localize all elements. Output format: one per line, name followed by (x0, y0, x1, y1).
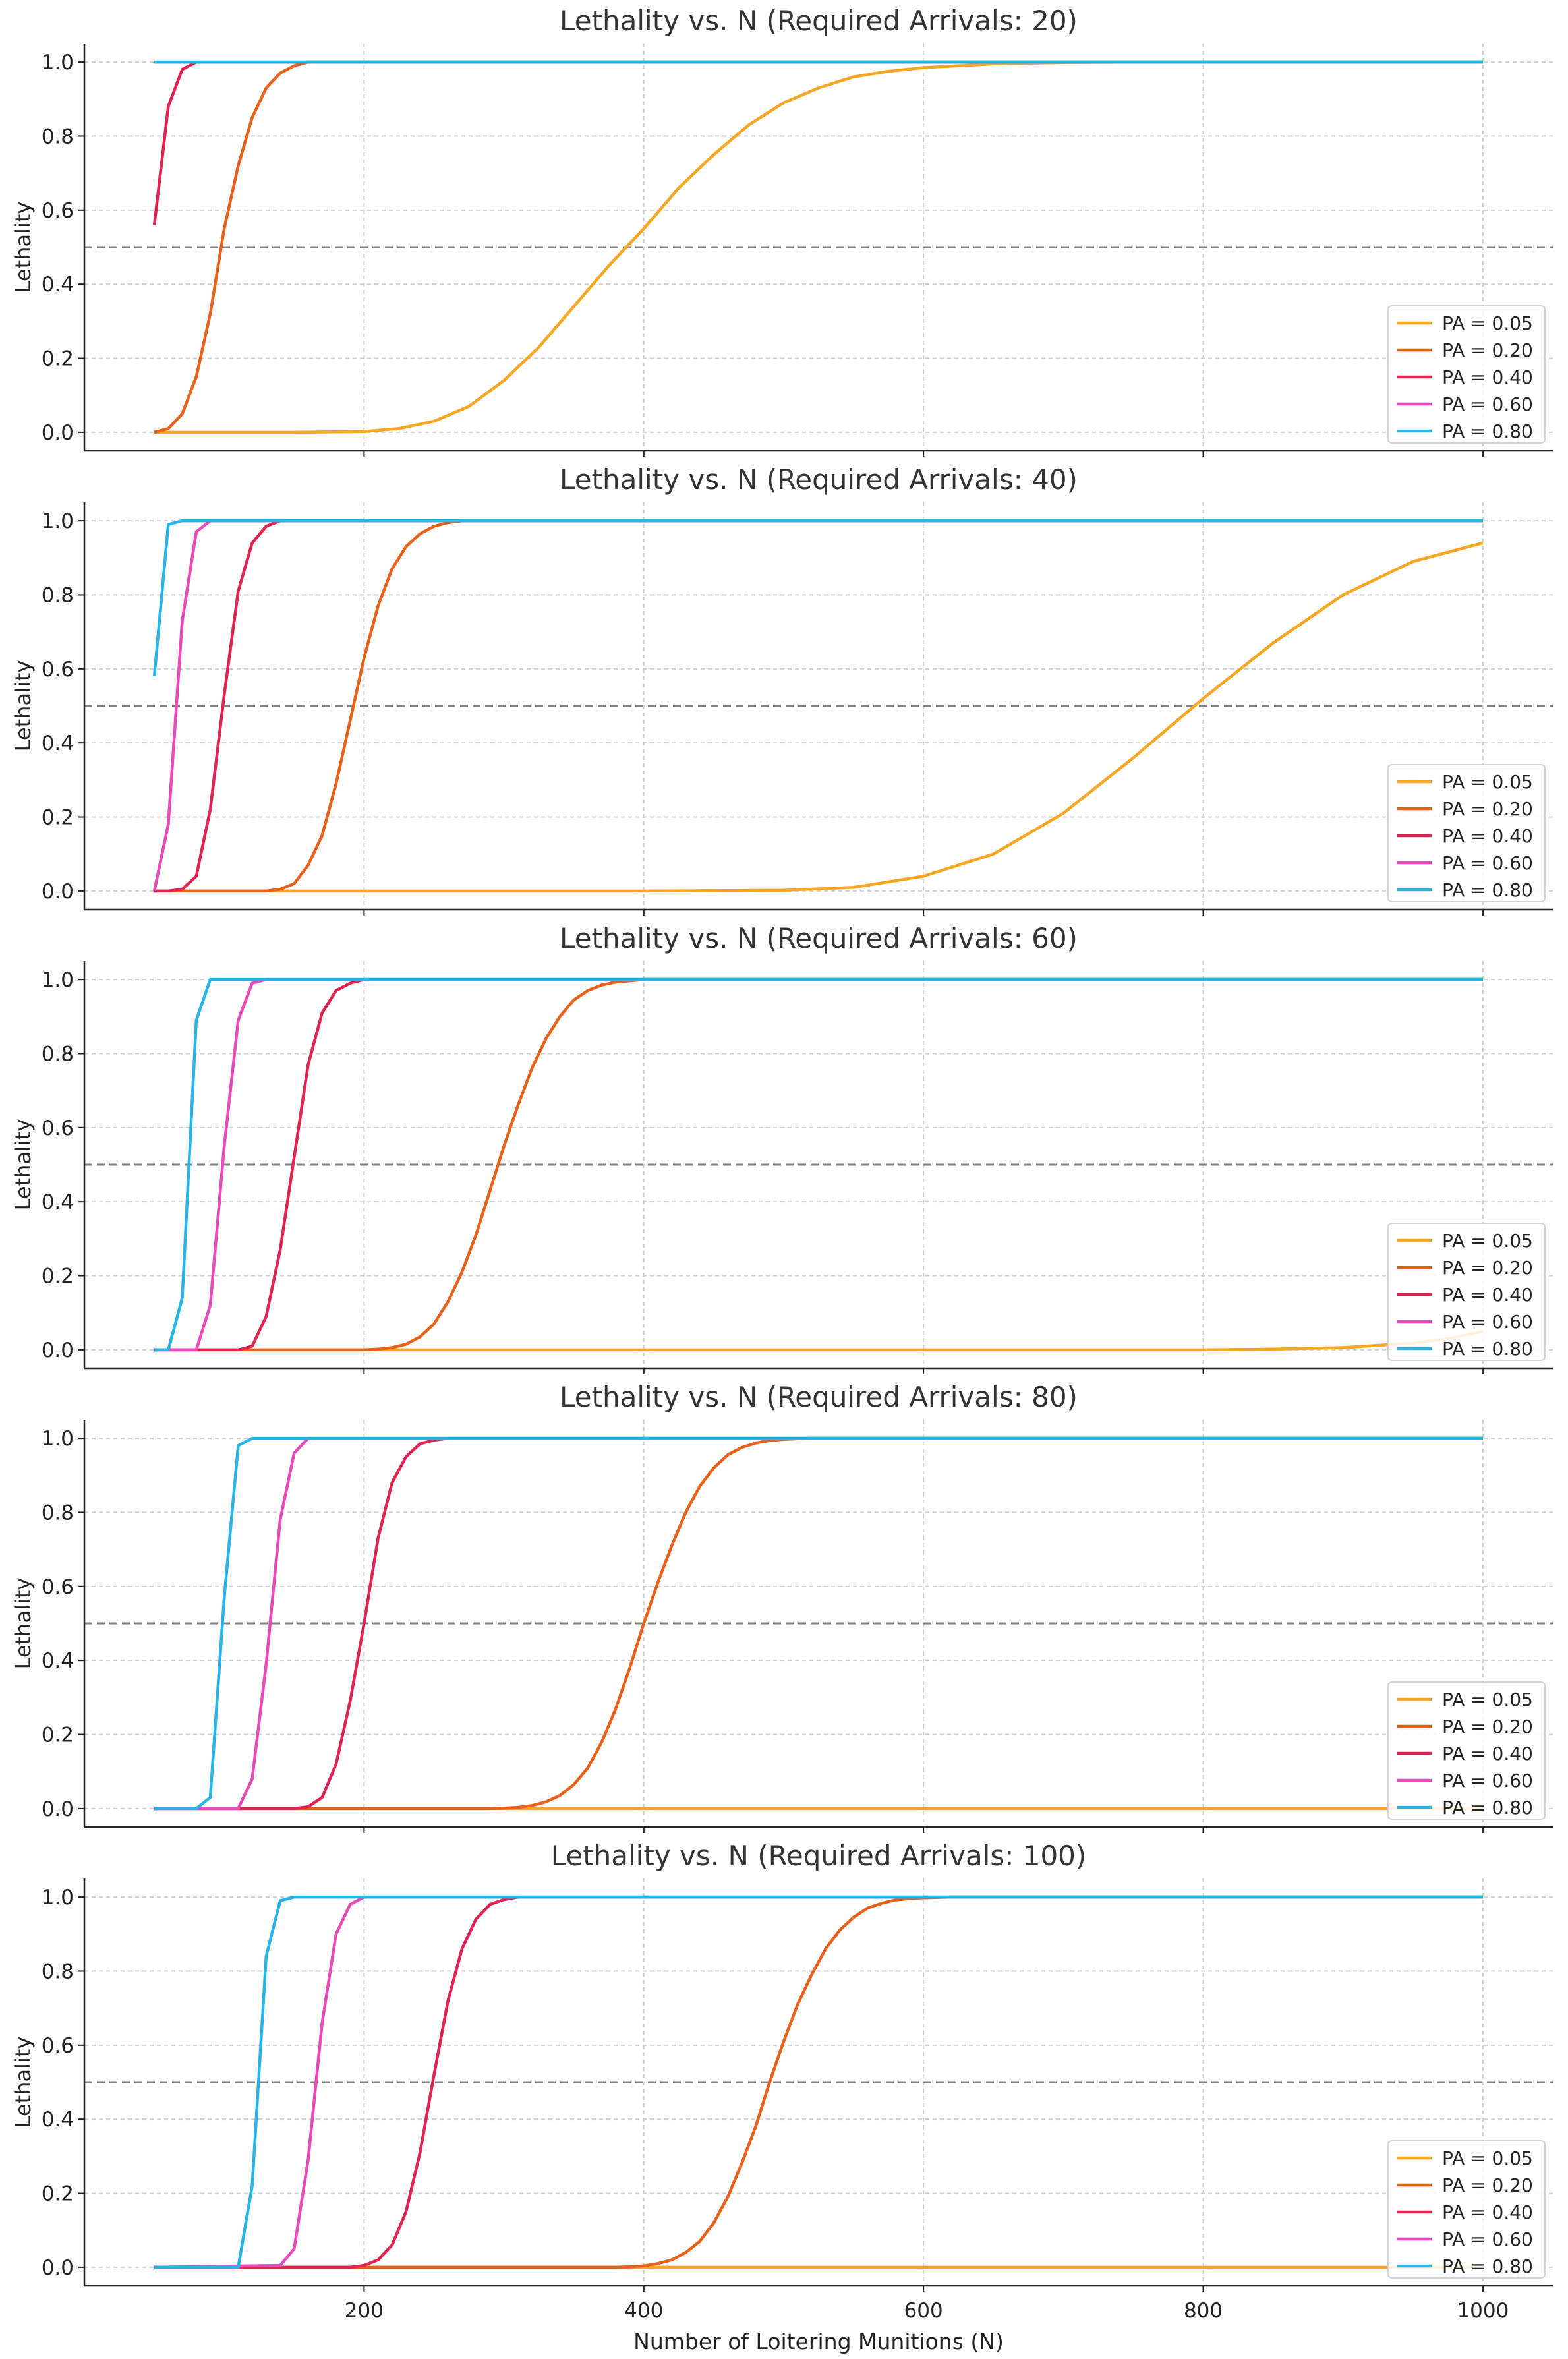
y-tick-label: 0.0 (42, 880, 74, 904)
x-tick-label: 400 (624, 2299, 663, 2323)
legend-label: PA = 0.05 (1442, 2147, 1533, 2169)
y-tick-label: 0.2 (42, 1724, 74, 1747)
legend-box (1387, 1681, 1546, 1820)
legend-label: PA = 0.20 (1442, 2174, 1533, 2196)
y-tick-label: 1.0 (42, 510, 74, 533)
series-line-pa-005 (154, 541, 1484, 893)
series-line-pa-005 (154, 1329, 1484, 1352)
legend-box (1387, 764, 1546, 902)
y-axis-label: Lethality (11, 202, 36, 293)
y-tick-label: 0.4 (42, 2108, 74, 2132)
legend-label: PA = 0.80 (1442, 879, 1533, 901)
series-line-pa-005 (154, 60, 1483, 434)
y-tick-label: 0.6 (42, 199, 74, 223)
y-tick-label: 0.8 (42, 1042, 74, 1066)
y-tick-label: 1.0 (42, 968, 74, 992)
legend-label: PA = 0.80 (1442, 2256, 1533, 2277)
legend-label: PA = 0.05 (1442, 312, 1533, 334)
legend-box (1387, 1223, 1546, 1361)
legend-label: PA = 0.60 (1442, 1770, 1533, 1791)
legend-label: PA = 0.40 (1442, 1743, 1533, 1764)
legend-label: PA = 0.40 (1442, 825, 1533, 847)
y-tick-label: 0.8 (42, 1501, 74, 1525)
chart-title: Lethality vs. N (Required Arrivals: 20) (560, 5, 1078, 37)
y-tick-label: 0.6 (42, 658, 74, 682)
series-line-pa-080 (152, 519, 1483, 677)
y-tick-label: 0.8 (42, 583, 74, 607)
y-tick-label: 0.2 (42, 2182, 74, 2206)
legend-label: PA = 0.60 (1442, 393, 1533, 415)
legend-label: PA = 0.20 (1442, 1716, 1533, 1737)
series-line-pa-040 (154, 977, 1483, 1352)
y-axis-label: Lethality (11, 660, 36, 752)
y-axis-label: Lethality (11, 1578, 36, 1670)
chart-panel-4: 0.0 0.2 0.4 0.6 0.8 1.0 Lethality vs. N (Requi… (11, 1381, 1553, 1833)
y-tick-label: 0.2 (42, 1265, 74, 1289)
y-tick-label: 0.4 (42, 732, 74, 755)
y-tick-label: 0.0 (42, 421, 74, 445)
x-tick-label: 200 (345, 2299, 384, 2323)
legend-label: PA = 0.05 (1442, 1230, 1533, 1252)
y-tick-label: 0.6 (42, 1117, 74, 1140)
legend-label: PA = 0.80 (1442, 1797, 1533, 1819)
legend: PA = 0.05 PA = 0.20 PA = 0.40 PA = 0.60 PA =… (1387, 1681, 1546, 1820)
legend-label: PA = 0.60 (1442, 1311, 1533, 1333)
series-line-pa-080 (154, 977, 1483, 1352)
y-tick-label: 1.0 (42, 1427, 74, 1451)
y-tick-label: 0.2 (42, 347, 74, 371)
legend-label: PA = 0.40 (1442, 1284, 1533, 1306)
x-tick-label: 800 (1184, 2299, 1223, 2323)
legend-label: PA = 0.05 (1442, 1689, 1533, 1710)
legend-label: PA = 0.20 (1442, 1257, 1533, 1279)
y-axis-label: Lethality (11, 2037, 36, 2128)
y-tick-label: 0.2 (42, 806, 74, 830)
y-axis-label: Lethality (11, 1119, 36, 1211)
chart-panel-2: 0.0 0.2 0.4 0.6 0.8 1.0 Lethality vs. N (Requi… (11, 463, 1553, 916)
legend-label: PA = 0.60 (1442, 2228, 1533, 2250)
chart-panel-3: 0.0 0.2 0.4 0.6 0.8 1.0 Lethality vs. N (Requi… (11, 922, 1553, 1374)
chart-panel-1: 0.0 0.2 0.4 0.6 0.8 1.0 Lethality vs. N (Requi… (11, 5, 1553, 457)
y-tick-label: 0.0 (42, 2256, 74, 2280)
y-tick-label: 0.0 (42, 1339, 74, 1362)
y-tick-label: 1.0 (42, 1886, 74, 1909)
x-tick-label: 600 (904, 2299, 943, 2323)
legend-label: PA = 0.20 (1442, 339, 1533, 361)
chart-title: Lethality vs. N (Required Arrivals: 40) (560, 463, 1078, 496)
legend: PA = 0.05 PA = 0.20 PA = 0.40 PA = 0.60 PA =… (1387, 764, 1546, 902)
legend: PA = 0.05 PA = 0.20 PA = 0.40 PA = 0.60 PA =… (1387, 2140, 1546, 2279)
y-tick-label: 0.8 (42, 125, 74, 148)
legend-label: PA = 0.20 (1442, 798, 1533, 820)
y-tick-label: 0.0 (42, 1797, 74, 1821)
chart-title: Lethality vs. N (Required Arrivals: 100) (551, 1840, 1087, 1872)
series-line-pa-080 (154, 1436, 1483, 1811)
chart-title: Lethality vs. N (Required Arrivals: 80) (560, 1381, 1078, 1413)
y-tick-label: 0.4 (42, 1649, 74, 1673)
legend-label: PA = 0.80 (1442, 1338, 1533, 1360)
legend-label: PA = 0.80 (1442, 421, 1533, 442)
legend-label: PA = 0.40 (1442, 366, 1533, 388)
y-tick-label: 0.4 (42, 1190, 74, 1214)
x-axis-label: Number of Loitering Munitions (N) (633, 2329, 1004, 2354)
y-tick-label: 1.0 (42, 51, 74, 74)
y-tick-label: 0.4 (42, 273, 74, 297)
legend: PA = 0.05 PA = 0.20 PA = 0.40 PA = 0.60 PA =… (1387, 1223, 1546, 1361)
chart-title: Lethality vs. N (Required Arrivals: 60) (560, 922, 1078, 954)
x-tick-label: 1000 (1457, 2299, 1509, 2323)
series-line-pa-080 (154, 1895, 1483, 2269)
y-tick-label: 0.8 (42, 1960, 74, 1983)
legend-label: PA = 0.40 (1442, 2201, 1533, 2223)
legend-label: PA = 0.60 (1442, 852, 1533, 874)
legend-label: PA = 0.05 (1442, 771, 1533, 793)
y-tick-label: 0.6 (42, 2034, 74, 2058)
legend: PA = 0.05 PA = 0.20 PA = 0.40 PA = 0.60 PA =… (1387, 305, 1546, 444)
chart-panel-5: 0.0 0.2 0.4 0.6 0.8 1.0 200 400 600 800 1000 Lethal… (11, 1840, 1553, 2354)
legend-box (1387, 2140, 1546, 2279)
y-tick-label: 0.6 (42, 1575, 74, 1599)
series-line-pa-020 (154, 977, 1483, 1352)
legend-box (1387, 305, 1546, 444)
